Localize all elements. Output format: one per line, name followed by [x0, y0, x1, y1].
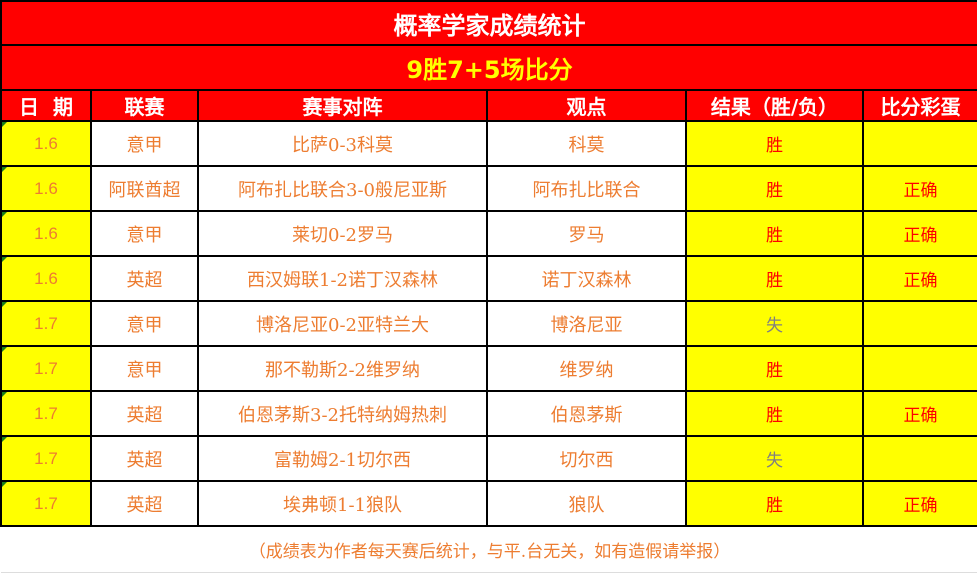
- cell-view: 阿布扎比联合: [486, 165, 687, 212]
- cell-result: 失: [685, 435, 864, 482]
- cell-date: 1.7: [0, 390, 92, 437]
- cell-date: 1.6: [0, 165, 92, 212]
- footer-note: （成绩表为作者每天赛后统计，与平.台无关，如有造假请举报）: [1, 525, 977, 573]
- cell-bonus: 正确: [861, 480, 977, 527]
- cell-bonus: 正确: [861, 255, 977, 302]
- cell-view: 罗马: [486, 210, 687, 257]
- table-row: 1.7 英超 埃弗顿1-1狼队 狼队胜正确: [0, 480, 977, 527]
- cell-bonus: 正确: [861, 390, 977, 437]
- cell-view: 狼队: [486, 480, 687, 527]
- cell-bonus: 正确: [861, 210, 977, 257]
- cell-result: 胜: [685, 165, 864, 212]
- record-summary: 9胜7+5场比分: [0, 44, 977, 91]
- cell-match: 莱切0-2罗马: [197, 210, 488, 257]
- cell-result: 失: [685, 300, 864, 347]
- header-bonus: 比分彩蛋: [861, 89, 977, 122]
- table-row: 1.6 意甲 比萨0-3科莫 科莫胜: [0, 120, 977, 167]
- cell-league: 英超: [90, 435, 199, 482]
- cell-result: 胜: [685, 480, 864, 527]
- header-result: 结果（胜/负）: [685, 89, 864, 122]
- cell-league: 英超: [90, 390, 199, 437]
- cell-result: 胜: [685, 120, 864, 167]
- cell-match: 比萨0-3科莫: [197, 120, 488, 167]
- header-match: 赛事对阵: [197, 89, 488, 122]
- cell-league: 英超: [90, 480, 199, 527]
- cell-bonus: [861, 435, 977, 482]
- cell-league: 英超: [90, 255, 199, 302]
- cell-league: 阿联酋超: [90, 165, 199, 212]
- cell-date: 1.7: [0, 345, 92, 392]
- page-title: 概率学家成绩统计: [0, 0, 977, 46]
- cell-view: 伯恩茅斯: [486, 390, 687, 437]
- table-row: 1.7 英超 富勒姆2-1切尔西 切尔西失: [0, 435, 977, 482]
- cell-league: 意甲: [90, 120, 199, 167]
- cell-bonus: [861, 345, 977, 392]
- cell-match: 伯恩茅斯3-2托特纳姆热刺: [197, 390, 488, 437]
- cell-date: 1.6: [0, 255, 92, 302]
- cell-view: 诺丁汉森林: [486, 255, 687, 302]
- table-row: 1.6 英超 西汉姆联1-2诺丁汉森林 诺丁汉森林胜正确: [0, 255, 977, 302]
- cell-result: 胜: [685, 255, 864, 302]
- cell-view: 博洛尼亚: [486, 300, 687, 347]
- cell-league: 意甲: [90, 345, 199, 392]
- cell-date: 1.6: [0, 120, 92, 167]
- cell-view: 维罗纳: [486, 345, 687, 392]
- cell-match: 博洛尼亚0-2亚特兰大: [197, 300, 488, 347]
- cell-view: 切尔西: [486, 435, 687, 482]
- cell-match: 西汉姆联1-2诺丁汉森林: [197, 255, 488, 302]
- cell-match: 富勒姆2-1切尔西: [197, 435, 488, 482]
- cell-match: 埃弗顿1-1狼队: [197, 480, 488, 527]
- table-row: 1.7 英超 伯恩茅斯3-2托特纳姆热刺 伯恩茅斯胜正确: [0, 390, 977, 437]
- cell-bonus: [861, 300, 977, 347]
- cell-date: 1.7: [0, 480, 92, 527]
- cell-date: 1.6: [0, 210, 92, 257]
- cell-bonus: 正确: [861, 165, 977, 212]
- cell-league: 意甲: [90, 210, 199, 257]
- table-row: 1.6 意甲 莱切0-2罗马 罗马胜正确: [0, 210, 977, 257]
- table-row: 1.7 意甲 博洛尼亚0-2亚特兰大 博洛尼亚失: [0, 300, 977, 347]
- cell-date: 1.7: [0, 435, 92, 482]
- cell-bonus: [861, 120, 977, 167]
- cell-league: 意甲: [90, 300, 199, 347]
- cell-result: 胜: [685, 345, 864, 392]
- cell-date: 1.7: [0, 300, 92, 347]
- cell-result: 胜: [685, 390, 864, 437]
- table-row: 1.6 阿联酋超 阿布扎比联合3-0般尼亚斯 阿布扎比联合胜正确: [0, 165, 977, 212]
- cell-match: 阿布扎比联合3-0般尼亚斯: [197, 165, 488, 212]
- header-view: 观点: [486, 89, 687, 122]
- cell-match: 那不勒斯2-2维罗纳: [197, 345, 488, 392]
- cell-result: 胜: [685, 210, 864, 257]
- header-row: 日 期 联赛 赛事对阵 观点 结果（胜/负） 比分彩蛋: [0, 89, 977, 122]
- cell-view: 科莫: [486, 120, 687, 167]
- header-league: 联赛: [90, 89, 199, 122]
- header-date: 日 期: [0, 89, 92, 122]
- table-row: 1.7 意甲 那不勒斯2-2维罗纳 维罗纳胜: [0, 345, 977, 392]
